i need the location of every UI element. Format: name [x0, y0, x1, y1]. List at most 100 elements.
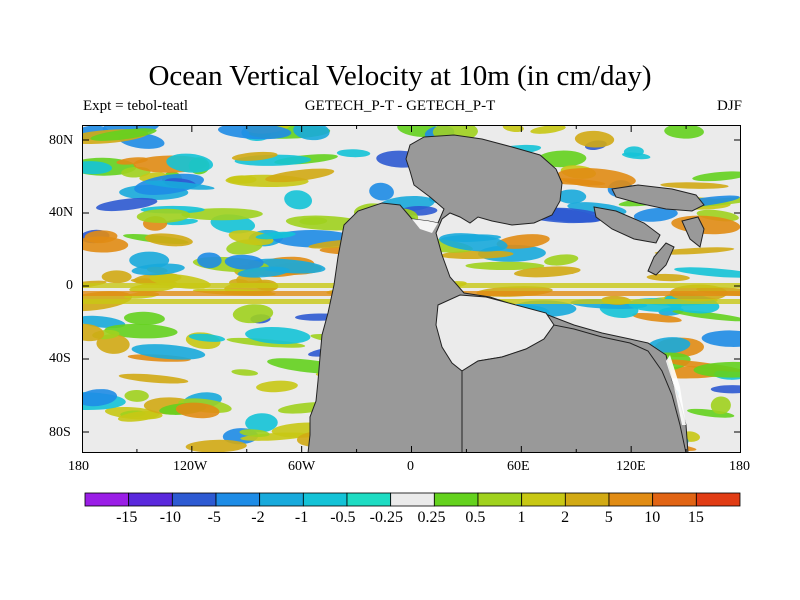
velocity-patch — [166, 153, 214, 173]
southern-land-fill — [461, 324, 687, 453]
lat-label-40n: 40N — [49, 205, 74, 220]
velocity-patch — [237, 266, 290, 278]
model-label: GETECH_P-T - GETECH_P-T — [304, 98, 496, 114]
colorbar-label: 15 — [687, 509, 704, 526]
lon-label-60w: 60W — [288, 459, 316, 474]
colorbar-swatch — [346, 492, 392, 507]
colorbar-label: 1 — [517, 509, 526, 526]
lat-label-80n: 80N — [49, 133, 74, 148]
velocity-patch — [284, 190, 313, 210]
colorbar-swatch — [695, 492, 741, 507]
velocity-patch — [123, 311, 165, 325]
velocity-patch — [631, 312, 682, 323]
map-title: Ocean Vertical Velocity at 10m (in cm/da… — [148, 60, 652, 92]
velocity-patch — [116, 157, 148, 165]
velocity-patch — [687, 408, 735, 418]
velocity-patch — [574, 130, 615, 148]
velocity-patch — [692, 171, 741, 182]
velocity-patch — [633, 207, 678, 222]
velocity-patch — [664, 125, 704, 139]
velocity-patch — [197, 252, 222, 269]
island-terrane-2 — [593, 206, 661, 244]
island-terrane-4 — [647, 242, 675, 276]
colorbar-swatch — [608, 492, 654, 507]
colorbar-swatch — [128, 492, 173, 507]
velocity-patch — [245, 326, 311, 345]
velocity-patch — [514, 266, 581, 278]
velocity-patch — [265, 168, 335, 183]
velocity-patch — [231, 369, 259, 376]
velocity-patch — [674, 267, 741, 278]
velocity-patch — [217, 125, 292, 140]
colorbar-label: -0.5 — [330, 509, 356, 526]
velocity-patch — [232, 304, 274, 324]
colorbar-label: 0.5 — [465, 509, 486, 526]
velocity-patch — [299, 217, 328, 225]
lon-label-60e: 60E — [507, 459, 530, 474]
colorbar-label: -1 — [294, 509, 309, 526]
velocity-patch — [90, 128, 157, 141]
colorbar-swatch — [564, 492, 610, 507]
velocity-patch — [439, 233, 508, 252]
colorbar-label: 0.25 — [417, 509, 446, 526]
velocity-patch — [224, 254, 264, 270]
velocity-patch — [131, 263, 185, 276]
velocity-patch — [496, 234, 550, 249]
velocity-patch — [710, 385, 741, 394]
velocity-patch — [556, 168, 636, 189]
lon-label-180e: 180 — [729, 459, 750, 474]
lat-label-40s: 40S — [49, 351, 71, 366]
velocity-patch — [530, 125, 566, 134]
velocity-patch — [96, 197, 158, 212]
velocity-patch — [185, 439, 247, 453]
island-terrane-1 — [611, 184, 705, 212]
colorbar-swatch — [433, 492, 479, 507]
velocity-patch — [131, 344, 206, 360]
velocity-patch — [144, 233, 193, 247]
velocity-patch — [101, 270, 132, 284]
colorbar-swatch — [171, 492, 217, 507]
velocity-patch — [118, 373, 189, 384]
velocity-patch — [245, 413, 278, 433]
velocity-patch — [369, 182, 394, 201]
velocity-patch — [239, 429, 270, 437]
velocity-patch — [654, 247, 735, 255]
colorbar-label: 10 — [644, 509, 661, 526]
colorbar-label: 5 — [604, 509, 613, 526]
colorbar-swatch — [215, 492, 261, 507]
colorbar-swatch — [652, 492, 697, 507]
velocity-map — [81, 125, 742, 453]
colorbar-swatch — [302, 492, 348, 507]
velocity-patch — [117, 410, 160, 422]
velocity-patch — [701, 330, 741, 347]
velocity-patch — [672, 310, 741, 322]
velocity-patch — [646, 273, 690, 282]
coastal-fringe-2 — [666, 355, 686, 425]
velocity-patch — [82, 236, 129, 253]
velocity-patch — [710, 396, 731, 415]
velocity-patch — [465, 261, 545, 271]
velocity-patch — [623, 146, 644, 157]
colorbar-label: -5 — [207, 509, 221, 526]
velocity-patch — [660, 182, 729, 189]
lat-label-80s: 80S — [49, 425, 71, 440]
velocity-patch — [693, 361, 741, 378]
colorbar-swatch — [521, 492, 566, 507]
colorbar-label: -2 — [251, 509, 265, 526]
lon-label-0: 0 — [407, 459, 414, 474]
lon-label-180w: 180 — [68, 459, 89, 474]
velocity-patch — [256, 380, 298, 393]
velocity-patch — [144, 180, 215, 190]
velocity-patch — [293, 125, 330, 141]
season-label: DJF — [716, 98, 742, 114]
velocity-patch — [82, 161, 113, 175]
velocity-patch — [556, 189, 587, 204]
lon-label-120e: 120E — [616, 459, 646, 474]
coastal-fringe-1 — [412, 219, 438, 233]
velocity-patch — [104, 323, 178, 339]
colorbar-label: -15 — [116, 509, 138, 526]
velocity-patch — [188, 333, 226, 342]
lat-label-0: 0 — [66, 278, 73, 293]
colorbar-swatch — [84, 492, 130, 507]
